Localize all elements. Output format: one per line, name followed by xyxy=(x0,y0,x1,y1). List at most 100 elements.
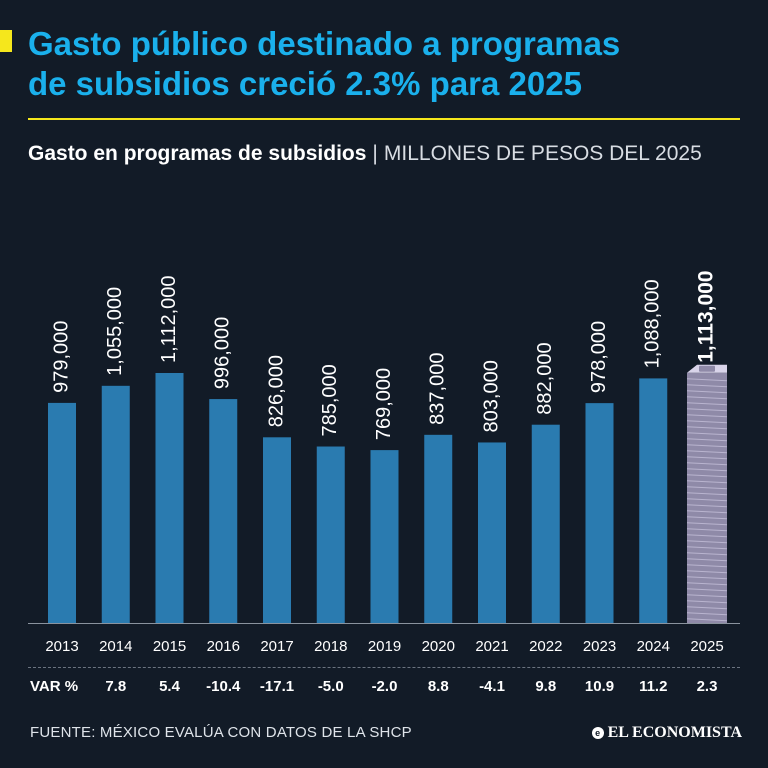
tick-label-2020: 2020 xyxy=(422,638,455,655)
source-note: FUENTE: MÉXICO EVALÚA CON DATOS DE LA SH… xyxy=(30,724,412,741)
subtitle-unit: MILLONES DE PESOS DEL 2025 xyxy=(383,142,702,165)
bill-stack-line xyxy=(686,564,728,568)
bill-stack-line xyxy=(686,618,728,622)
dotted-divider xyxy=(28,667,740,668)
bill-stack-line xyxy=(686,408,728,412)
bill-stack-line xyxy=(686,492,728,496)
bill-icon xyxy=(699,365,715,372)
bill-stack-line xyxy=(686,570,728,574)
bill-stack-line xyxy=(686,534,728,538)
variation-value-2022: 9.8 xyxy=(535,678,557,695)
bill-stack-line xyxy=(686,378,728,382)
variation-value-2017: -17.1 xyxy=(259,678,295,695)
bar-2015 xyxy=(155,373,184,623)
headline-line-1: Gasto público destinado a programas xyxy=(28,25,621,62)
bill-stack-line xyxy=(686,522,728,526)
value-label-2016: 996,000 xyxy=(212,317,234,389)
bar-2024 xyxy=(639,378,668,623)
value-label-2022: 882,000 xyxy=(534,342,556,414)
bill-stack-line xyxy=(686,552,728,556)
tick-label-2019: 2019 xyxy=(368,638,401,655)
bill-stack-line xyxy=(686,426,728,430)
variation-label: VAR % xyxy=(30,678,79,695)
accent-bar xyxy=(0,30,12,52)
tick-label-2025: 2025 xyxy=(690,638,723,655)
variation-value-2019: -2.0 xyxy=(371,678,398,695)
variation-value-2025: 2.3 xyxy=(696,678,718,695)
e-logo-icon: e xyxy=(591,727,604,739)
bill-stack-line xyxy=(686,546,728,550)
value-label-2017: 826,000 xyxy=(265,355,287,427)
bar-2014 xyxy=(101,385,130,623)
variation-value-2020: 8.8 xyxy=(427,678,449,695)
bar-2023 xyxy=(585,403,614,623)
tick-label-2021: 2021 xyxy=(475,638,508,655)
bill-stack-line xyxy=(686,450,728,454)
value-label-2025: 1,113,000 xyxy=(695,271,718,363)
bill-stack-line xyxy=(686,444,728,448)
bar-2020 xyxy=(424,434,453,623)
value-label-2021: 803,000 xyxy=(480,360,502,432)
value-label-2015: 1,112,000 xyxy=(158,276,180,364)
bill-stack-line xyxy=(686,390,728,394)
bill-stack-line xyxy=(686,594,728,598)
bar-highlight-body xyxy=(687,372,727,623)
bill-stack-line xyxy=(686,420,728,424)
bar-2013 xyxy=(48,402,76,623)
bar-2018 xyxy=(316,446,345,623)
bill-stack-line xyxy=(686,480,728,484)
variation-value-2018: -5.0 xyxy=(317,678,344,695)
bill-stack-line xyxy=(686,462,728,466)
brand-logo: e EL ECONOMISTA xyxy=(591,724,742,742)
bill-stack-line xyxy=(686,600,728,604)
bar-2022 xyxy=(531,424,560,623)
bar-highlight xyxy=(686,364,728,623)
bill-stack-line xyxy=(686,468,728,472)
tick-label-2017: 2017 xyxy=(260,638,293,655)
variation-value-2024: 11.2 xyxy=(639,678,668,695)
bill-stack-line xyxy=(686,558,728,562)
bill-stack-line xyxy=(686,582,728,586)
bill-stack-line xyxy=(686,402,728,406)
brand-name: EL ECONOMISTA xyxy=(607,724,742,741)
subtitle-separator: | xyxy=(372,142,378,165)
bill-stack-line xyxy=(686,456,728,460)
bar-2017 xyxy=(263,437,291,623)
tick-label-2014: 2014 xyxy=(99,638,132,655)
bill-stack-line xyxy=(686,474,728,478)
bill-stack-line xyxy=(686,504,728,508)
bill-stack-line xyxy=(686,540,728,544)
variation-row: VAR % 7.8 5.4 -10.4 -17.1 -5.0 -2.0 8.8 -4.1 9.8… xyxy=(0,678,768,702)
tick-label-2024: 2024 xyxy=(637,638,670,655)
headline: Gasto público destinado a programas de s… xyxy=(28,24,748,104)
headline-rule xyxy=(28,118,740,120)
tick-label-2013: 2013 xyxy=(45,638,78,655)
bar-2019 xyxy=(370,450,399,623)
tick-label-2015: 2015 xyxy=(153,638,186,655)
value-label-2020: 837,000 xyxy=(427,353,449,425)
bill-stack-line xyxy=(686,438,728,442)
bill-stack-line xyxy=(686,510,728,514)
bill-stack-line xyxy=(686,498,728,502)
bill-stack-line xyxy=(686,576,728,580)
variation-value-2023: 10.9 xyxy=(584,678,615,695)
variation-value-2021: -4.1 xyxy=(479,678,505,695)
bill-stack-line xyxy=(686,384,728,388)
tick-label-2022: 2022 xyxy=(529,638,562,655)
headline-line-2: de subsidios creció 2.3% para 2025 xyxy=(28,65,582,102)
value-label-2013: 979,000 xyxy=(50,321,72,393)
chart-subtitle: Gasto en programas de subsidios | MILLONES… xyxy=(28,140,748,168)
value-label-2024: 1,088,000 xyxy=(642,279,664,368)
bill-stack-line xyxy=(686,588,728,592)
bar-2016 xyxy=(209,399,238,623)
bill-stack-line xyxy=(686,414,728,418)
subtitle-main: Gasto en programas de subsidios xyxy=(28,142,367,165)
variation-value-2016: -10.4 xyxy=(206,678,241,695)
bill-stack-line xyxy=(686,528,728,532)
bill-stack-line xyxy=(686,396,728,400)
bill-stack-line xyxy=(686,486,728,490)
value-label-2019: 769,000 xyxy=(373,368,395,440)
value-label-2018: 785,000 xyxy=(319,364,341,436)
bill-stack-line xyxy=(686,612,728,616)
